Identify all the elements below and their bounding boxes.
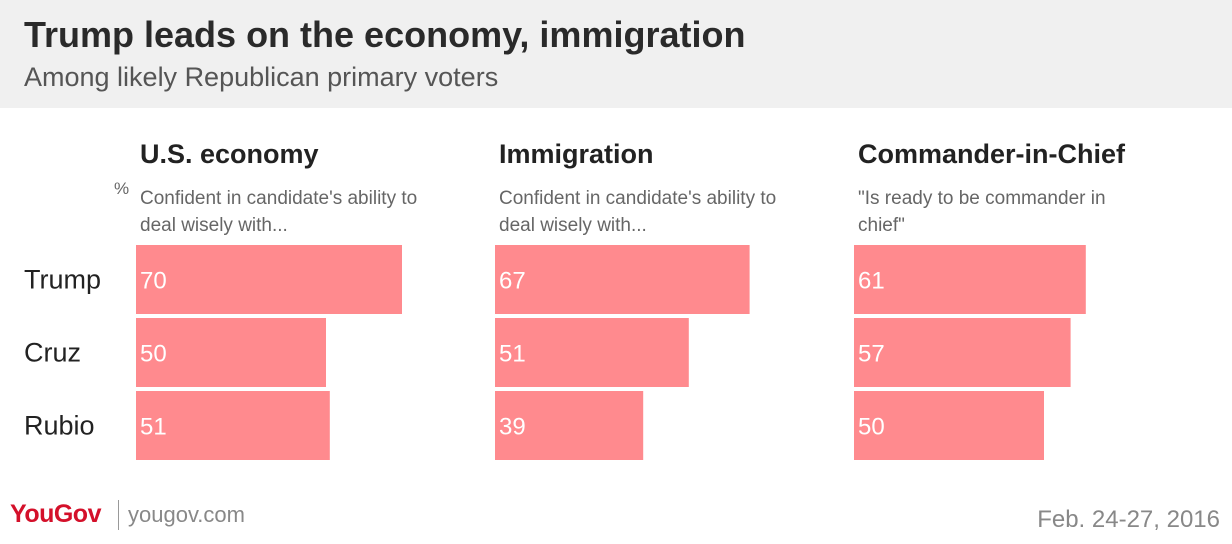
panel-description-line: Confident in candidate's ability to — [140, 188, 417, 209]
panel-description-line: deal wisely with... — [499, 215, 647, 236]
bar-trump — [495, 245, 750, 314]
header-band: Trump leads on the economy, immigration … — [0, 0, 1232, 108]
value-label: 51 — [140, 414, 167, 441]
chart-panel-3: Commander-in-Chief "Is ready to be comman… — [854, 139, 1126, 460]
bar-cruz — [136, 318, 326, 387]
panel-title: Immigration — [499, 139, 654, 169]
chart-panel-2: Immigration Confident in candidate's abil… — [495, 139, 776, 460]
panel-description-line: deal wisely with... — [140, 215, 288, 236]
chart-panel-1: U.S. economy% Confident in candidate's ab… — [114, 139, 417, 460]
value-label: 51 — [499, 341, 526, 368]
panel-description-line: "Is ready to be commander in — [858, 188, 1106, 209]
bar-cruz — [854, 318, 1071, 387]
panel-description-line: chief" — [858, 215, 905, 236]
value-label: 50 — [858, 414, 885, 441]
unit-label: % — [114, 179, 129, 198]
bar-charts: Trump Cruz Rubio U.S. economy% Confident in … — [24, 139, 1126, 460]
chart-title: Trump leads on the economy, immigration — [24, 14, 746, 55]
yougov-logo: YouGov — [10, 500, 101, 528]
bar-rubio — [854, 391, 1044, 460]
panel-title: U.S. economy — [140, 139, 319, 169]
value-label: 39 — [499, 414, 526, 441]
panel-title: Commander-in-Chief — [858, 139, 1126, 169]
footer-url: yougov.com — [128, 502, 245, 527]
category-label-rubio: Rubio — [24, 411, 95, 441]
bar-trump — [854, 245, 1086, 314]
value-label: 61 — [858, 268, 885, 295]
bar-trump — [136, 245, 402, 314]
footer-date: Feb. 24-27, 2016 — [1037, 506, 1220, 533]
bar-cruz — [495, 318, 689, 387]
value-label: 70 — [140, 268, 167, 295]
category-label-trump: Trump — [24, 265, 101, 295]
value-label: 50 — [140, 341, 167, 368]
bar-rubio — [136, 391, 330, 460]
category-label-cruz: Cruz — [24, 338, 81, 368]
value-label: 57 — [858, 341, 885, 368]
value-label: 67 — [499, 268, 526, 295]
panel-description-line: Confident in candidate's ability to — [499, 188, 776, 209]
footer-divider — [118, 500, 119, 530]
chart-subtitle: Among likely Republican primary voters — [24, 62, 499, 92]
bar-rubio — [495, 391, 644, 460]
